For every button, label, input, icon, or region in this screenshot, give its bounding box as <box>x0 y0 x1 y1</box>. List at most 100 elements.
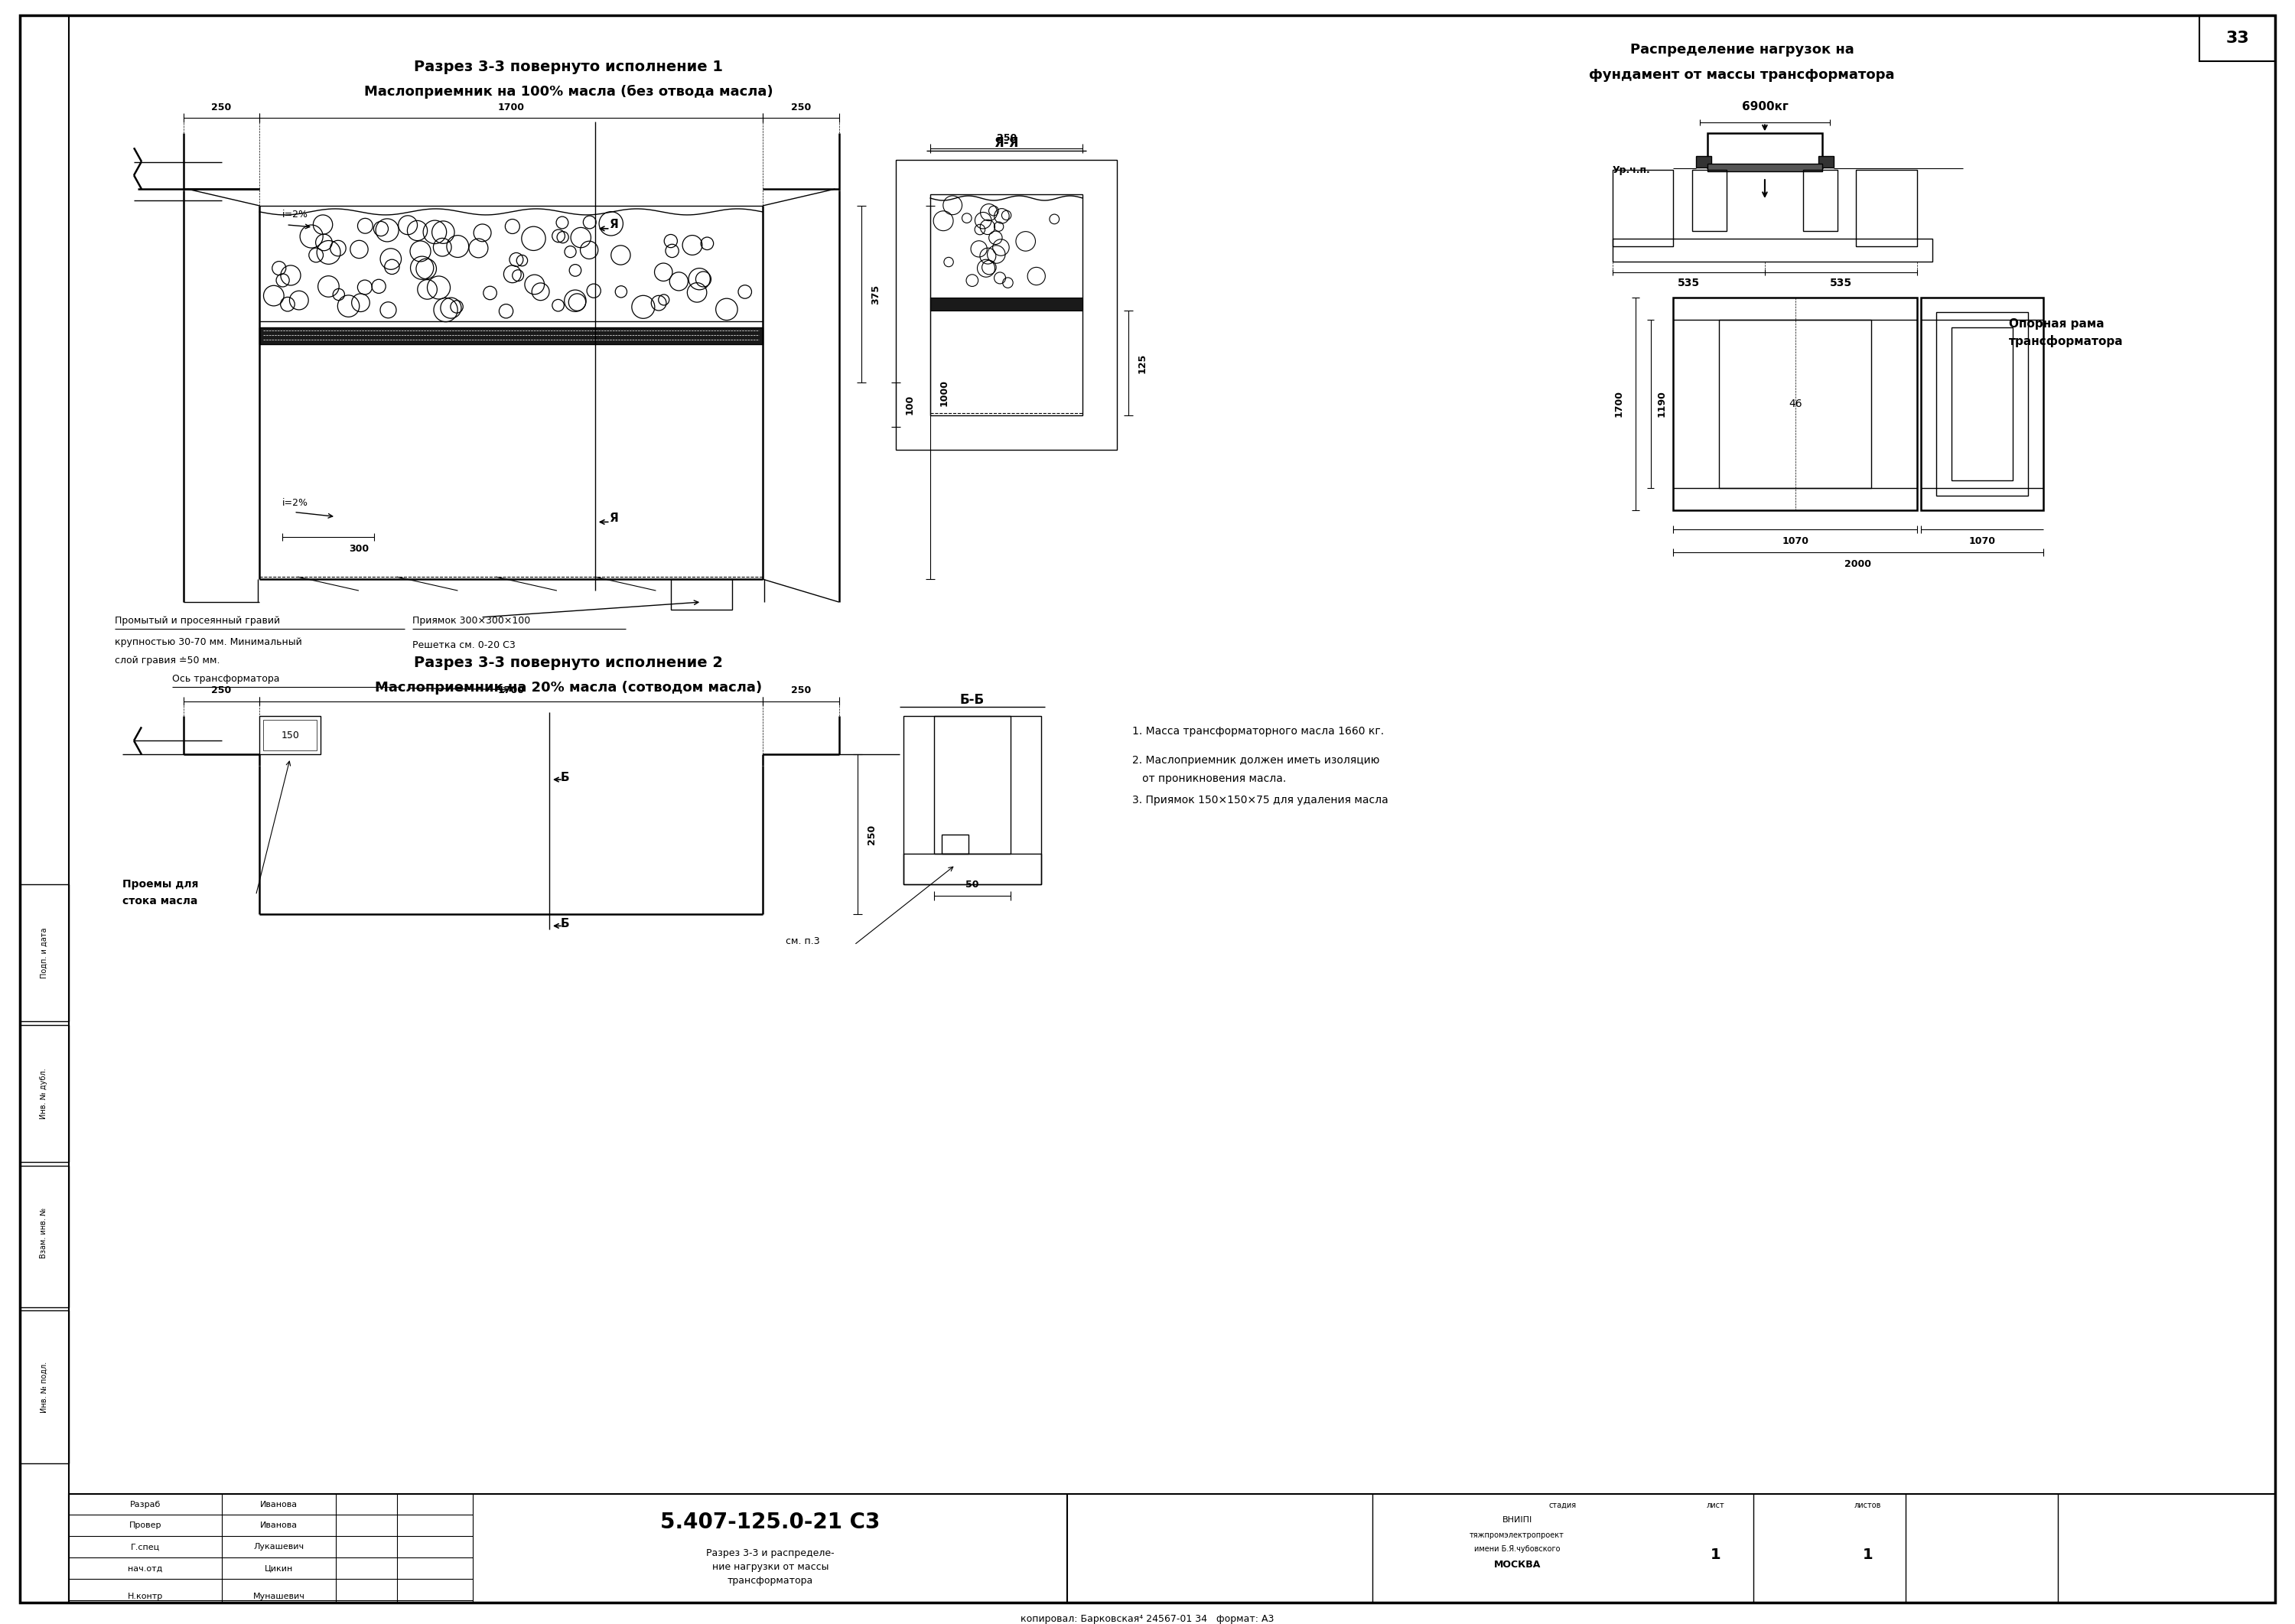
Text: Мунашевич: Мунашевич <box>252 1593 305 1600</box>
Text: стока масла: стока масла <box>122 895 197 906</box>
Bar <box>1857 171 1916 247</box>
Text: Г.спец: Г.спец <box>131 1543 161 1551</box>
Text: 100: 100 <box>904 395 916 414</box>
Text: Н.контр: Н.контр <box>129 1593 163 1600</box>
Text: Инв. № дубл.: Инв. № дубл. <box>39 1069 48 1119</box>
Bar <box>1613 171 1673 247</box>
Text: лист: лист <box>1705 1501 1724 1509</box>
Text: 250: 250 <box>792 102 810 112</box>
Text: имени Б.Я.чубовского: имени Б.Я.чубовского <box>1473 1546 1561 1553</box>
Bar <box>1673 297 1916 510</box>
Text: Я-Я: Я-Я <box>994 136 1019 149</box>
Text: 50: 50 <box>966 880 980 890</box>
Text: ВНИIПI: ВНИIПI <box>1503 1517 1533 1525</box>
Text: фундамент от массы трансформатора: фундамент от массы трансформатора <box>1588 68 1896 81</box>
Text: Иванова: Иванова <box>259 1501 298 1509</box>
Text: тяжпромэлектропроект: тяжпромэлектропроект <box>1469 1531 1565 1540</box>
Text: см. п.3: см. п.3 <box>785 935 819 947</box>
Text: Маслоприемник на 20% масла (сотводом масла): Маслоприемник на 20% масла (сотводом мас… <box>374 680 762 695</box>
Text: Маслоприемник на 100% масла (без отвода масла): Маслоприемник на 100% масла (без отвода … <box>365 84 773 99</box>
Text: 150: 150 <box>280 731 298 741</box>
Text: 2000: 2000 <box>1845 559 1870 568</box>
Text: Ур.ч.п.: Ур.ч.п. <box>1613 166 1650 175</box>
Bar <box>1719 320 1870 487</box>
Text: копировал: Барковская⁴ 24567-01 34   формат: А3: копировал: Барковская⁴ 24567-01 34 форма… <box>1021 1614 1274 1624</box>
Text: Разраб: Разраб <box>131 1501 161 1509</box>
Text: 125: 125 <box>1138 352 1148 374</box>
Text: Решетка см. 0-20 С3: Решетка см. 0-20 С3 <box>413 640 514 651</box>
Bar <box>69 1494 2274 1603</box>
Text: Б: Б <box>560 771 569 783</box>
Bar <box>1707 133 1822 167</box>
Text: Лукашевич: Лукашевич <box>252 1543 303 1551</box>
Text: Разрез 3-3 повернуто исполнение 2: Разрез 3-3 повернуто исполнение 2 <box>413 656 723 671</box>
Text: 5.407-125.0-21 С3: 5.407-125.0-21 С3 <box>661 1512 881 1533</box>
Text: i=2%: i=2% <box>282 499 308 508</box>
Text: 1: 1 <box>1710 1548 1721 1562</box>
Text: 250: 250 <box>868 825 877 844</box>
Bar <box>2199 15 2274 62</box>
Text: листов: листов <box>1854 1501 1882 1509</box>
Text: 1070: 1070 <box>1781 536 1808 546</box>
Bar <box>904 716 1042 883</box>
Text: Инв. № подл.: Инв. № подл. <box>39 1361 48 1413</box>
Text: Подп. и дата: Подп. и дата <box>39 927 48 978</box>
Text: Разрез 3-3 и распределе-: Разрез 3-3 и распределе- <box>707 1548 835 1557</box>
Bar <box>21 883 69 1021</box>
Text: Провер: Провер <box>129 1522 161 1530</box>
Text: 1700: 1700 <box>498 685 526 695</box>
Text: 535: 535 <box>1678 278 1701 287</box>
Bar <box>264 719 317 750</box>
Bar <box>259 328 762 344</box>
Text: слой гравия ≐50 мм.: слой гравия ≐50 мм. <box>115 656 220 666</box>
Text: Цикин: Цикин <box>264 1564 294 1572</box>
Text: 535: 535 <box>1829 278 1852 287</box>
Text: 250: 250 <box>211 685 232 695</box>
Text: Я: Я <box>608 513 617 525</box>
Bar <box>895 161 1118 450</box>
Bar <box>904 854 1042 883</box>
Bar <box>1691 171 1726 231</box>
Text: 1: 1 <box>1864 1548 1873 1562</box>
Text: Разрез 3-3 повернуто исполнение 1: Разрез 3-3 повернуто исполнение 1 <box>413 60 723 75</box>
Text: 1070: 1070 <box>1969 536 1994 546</box>
Text: от проникновения масла.: от проникновения масла. <box>1131 773 1285 784</box>
Text: Б: Б <box>560 918 569 929</box>
Bar <box>21 1025 69 1163</box>
Text: трансформатора: трансформатора <box>728 1575 812 1585</box>
Bar <box>21 1166 69 1307</box>
Text: 250: 250 <box>211 102 232 112</box>
Bar <box>1613 239 1932 261</box>
Text: Иванова: Иванова <box>259 1522 298 1530</box>
Text: 6900кг: 6900кг <box>1742 101 1788 112</box>
Text: 375: 375 <box>870 284 881 304</box>
Bar <box>929 195 1083 416</box>
Text: трансформатора: трансформатора <box>2008 335 2123 348</box>
Text: ние нагрузки от массы: ние нагрузки от массы <box>711 1562 828 1572</box>
Bar <box>1804 171 1838 231</box>
Text: Б-Б: Б-Б <box>959 693 985 706</box>
Text: 250: 250 <box>792 685 810 695</box>
Text: Взам. инв. №: Взам. инв. № <box>39 1208 48 1259</box>
Bar <box>1937 312 2029 495</box>
Bar <box>1921 297 2043 510</box>
Bar <box>259 716 321 755</box>
Text: 1700: 1700 <box>1613 390 1623 417</box>
Bar <box>929 297 1083 310</box>
Bar <box>21 1311 69 1463</box>
Text: 300: 300 <box>349 544 369 554</box>
Text: Проемы для: Проемы для <box>122 879 197 890</box>
Text: нач.отд: нач.отд <box>129 1564 163 1572</box>
Bar <box>941 835 968 854</box>
Text: 1. Масса трансформаторного масла 1660 кг.: 1. Масса трансформаторного масла 1660 кг… <box>1131 726 1384 737</box>
Bar <box>1696 156 1712 167</box>
Bar <box>1707 164 1822 172</box>
Text: стадия: стадия <box>1549 1501 1577 1509</box>
Text: 1000: 1000 <box>939 378 950 406</box>
Bar <box>21 15 69 1603</box>
Text: 250: 250 <box>996 133 1017 143</box>
Text: Я: Я <box>608 219 617 231</box>
Text: 33: 33 <box>2226 31 2249 45</box>
Bar <box>934 716 1010 854</box>
Bar <box>1818 156 1834 167</box>
